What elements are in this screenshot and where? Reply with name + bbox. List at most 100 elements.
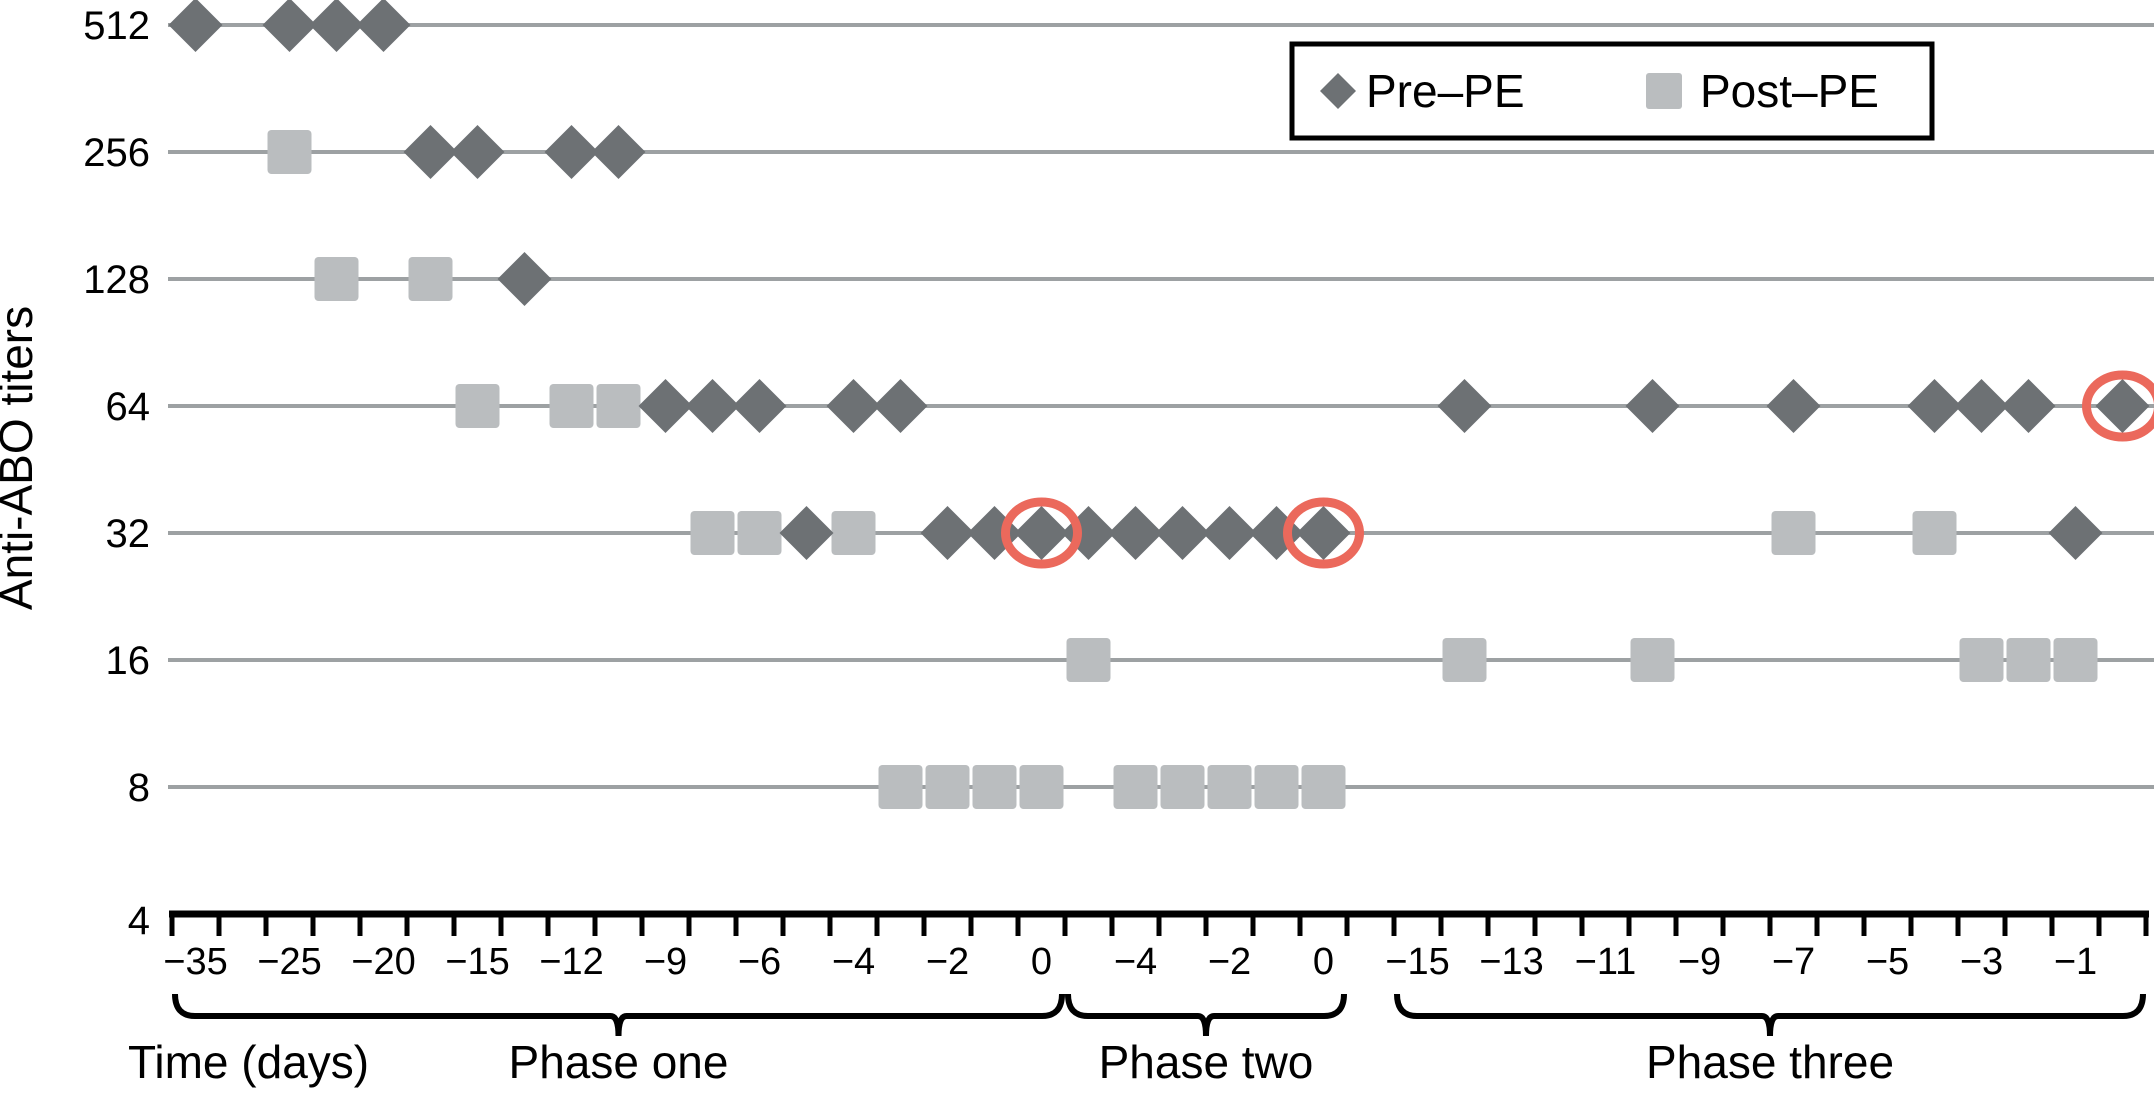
- legend-border: [1289, 41, 1935, 141]
- marker-post-pe: [549, 384, 594, 428]
- x-tick-label: −4: [1114, 941, 1157, 983]
- x-tick-label: −12: [539, 941, 603, 983]
- x-tick-label: −9: [644, 941, 687, 983]
- marker-pre-pe: [1625, 379, 1680, 433]
- legend-box: Pre–PE Post–PE: [1289, 41, 1935, 141]
- marker-post-pe: [1771, 511, 1816, 555]
- marker-post-pe: [596, 384, 641, 428]
- x-tick-label: −3: [1960, 941, 2003, 983]
- marker-pre-pe: [2048, 506, 2103, 560]
- marker-post-pe: [1113, 765, 1158, 809]
- marker-pre-pe: [1202, 506, 1257, 560]
- marker-pre-pe: [1954, 379, 2009, 433]
- marker-pre-pe: [1437, 379, 1492, 433]
- highlight-circle: [1001, 497, 1082, 569]
- marker-pre-pe: [1155, 506, 1210, 560]
- marker-pre-pe: [732, 379, 787, 433]
- x-tick-label: −6: [738, 941, 781, 983]
- x-tick-label: −25: [257, 941, 321, 983]
- marker-pre-pe: [1296, 506, 1351, 560]
- y-tick-label-8: 8: [128, 766, 150, 810]
- marker-pre-pe: [1014, 506, 1069, 560]
- marker-pre-pe: [356, 0, 411, 52]
- x-tick-label: −5: [1866, 941, 1909, 983]
- marker-pre-pe: [638, 379, 693, 433]
- marker-post-pe: [1912, 511, 1957, 555]
- legend-pre-pe-label: Pre–PE: [1366, 65, 1525, 117]
- marker-post-pe: [2053, 638, 2098, 682]
- marker-pre-pe: [826, 379, 881, 433]
- x-tick-label: −2: [1208, 941, 1251, 983]
- x-tick-label: 0: [1313, 941, 1334, 983]
- pre-pe-diamond-icon: [1320, 73, 1356, 109]
- marker-pre-pe: [2001, 379, 2056, 433]
- marker-post-pe: [267, 130, 312, 174]
- marker-post-pe: [408, 257, 453, 301]
- marker-pre-pe: [403, 125, 458, 179]
- marker-pre-pe: [920, 506, 975, 560]
- phase-braces-group: [172, 993, 2146, 1037]
- marker-post-pe: [1254, 765, 1299, 809]
- marker-post-pe: [1207, 765, 1252, 809]
- y-tick-label-64: 64: [106, 385, 151, 429]
- marker-pre-pe: [168, 0, 223, 52]
- x-tick-label: −35: [163, 941, 227, 983]
- x-tick-label: −4: [832, 941, 875, 983]
- marker-pre-pe: [2095, 379, 2150, 433]
- marker-pre-pe: [1766, 379, 1821, 433]
- marker-post-pe: [690, 511, 735, 555]
- x-tick-label: −13: [1479, 941, 1543, 983]
- marker-post-pe: [1160, 765, 1205, 809]
- x-tick-label: −2: [926, 941, 969, 983]
- y-tick-label-512: 512: [83, 4, 150, 48]
- marker-pre-pe: [873, 379, 928, 433]
- x-tick-label: −11: [1575, 941, 1637, 983]
- marker-post-pe: [1301, 765, 1346, 809]
- marker-post-pe: [455, 384, 500, 428]
- marker-pre-pe: [309, 0, 364, 52]
- marker-post-pe: [1442, 638, 1487, 682]
- marker-pre-pe: [1108, 506, 1163, 560]
- time-days-label: Time (days): [128, 1036, 369, 1088]
- marker-post-pe: [1959, 638, 2004, 682]
- marker-post-pe: [737, 511, 782, 555]
- marker-post-pe: [1066, 638, 1111, 682]
- marker-post-pe: [972, 765, 1017, 809]
- y-tick-label-4: 4: [128, 899, 150, 943]
- phase-brace: [1065, 993, 1347, 1037]
- marker-pre-pe: [497, 252, 552, 306]
- phase-brace: [1394, 993, 2146, 1037]
- x-tick-label: −15: [1385, 941, 1449, 983]
- y-tick-label-32: 32: [106, 512, 151, 556]
- post-pe-square-icon: [1646, 73, 1682, 109]
- marker-pre-pe: [685, 379, 740, 433]
- marker-pre-pe: [262, 0, 317, 52]
- x-tick-label: −20: [351, 941, 415, 983]
- y-tick-label-16: 16: [106, 639, 151, 683]
- y-tick-label-128: 128: [83, 258, 150, 302]
- marker-pre-pe: [544, 125, 599, 179]
- x-axis-group: [169, 910, 2149, 936]
- marker-pre-pe: [1907, 379, 1962, 433]
- legend-post-pe-label: Post–PE: [1700, 65, 1879, 117]
- marker-post-pe: [1019, 765, 1064, 809]
- y-tick-label-256: 256: [83, 131, 150, 175]
- x-tick-label: −1: [2054, 941, 2097, 983]
- phase-label: Phase two: [1099, 1036, 1314, 1088]
- phase-label: Phase one: [509, 1036, 729, 1088]
- marker-post-pe: [314, 257, 359, 301]
- marker-post-pe: [1630, 638, 1675, 682]
- highlight-circle: [1283, 497, 1364, 569]
- marker-pre-pe: [450, 125, 505, 179]
- phase-brace: [172, 993, 1065, 1037]
- marker-post-pe: [925, 765, 970, 809]
- x-tick-label: 0: [1031, 941, 1052, 983]
- marker-pre-pe: [779, 506, 834, 560]
- marker-pre-pe: [591, 125, 646, 179]
- x-tick-label: −9: [1678, 941, 1721, 983]
- y-axis-title: Anti-ABO titers: [0, 306, 42, 610]
- x-tick-label: −15: [445, 941, 509, 983]
- marker-post-pe: [878, 765, 923, 809]
